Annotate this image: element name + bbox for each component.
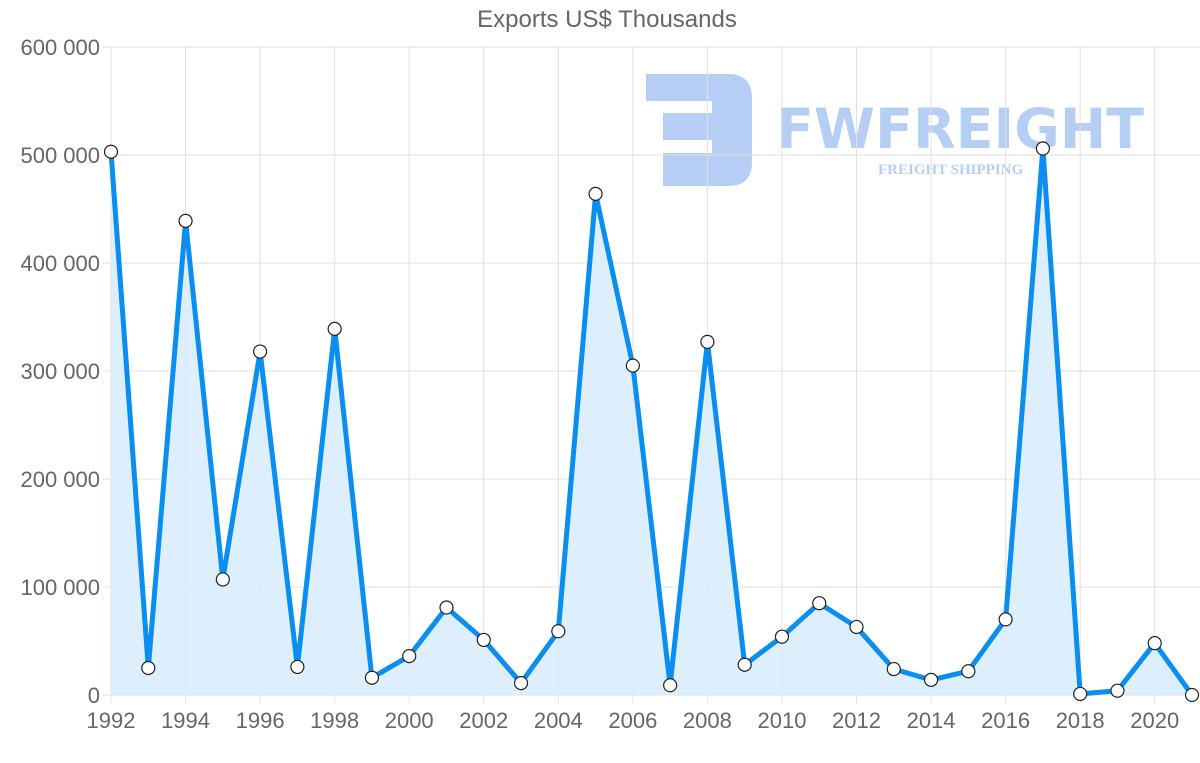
data-point[interactable]	[812, 596, 827, 611]
x-axis: 1992 1994 1996 1998 2000 2002 2004 2006 2008 2010…	[87, 708, 1180, 733]
y-tick-label: 500 000	[20, 143, 100, 168]
chart-title: Exports US$ Thousands	[477, 6, 737, 33]
data-point[interactable]	[439, 600, 454, 615]
y-tick-label: 300 000	[20, 359, 100, 384]
y-tick-label: 100 000	[20, 575, 100, 600]
x-tick-label: 1998	[310, 708, 359, 733]
data-point[interactable]	[364, 670, 380, 685]
data-point[interactable]	[327, 321, 342, 336]
data-point[interactable]	[513, 676, 529, 691]
data-point[interactable]	[961, 664, 976, 679]
x-tick-label: 2018	[1056, 708, 1105, 733]
watermark-tagline: FREIGHT SHIPPING	[878, 162, 1023, 178]
watermark-brand: FWFREIGHT	[776, 97, 1144, 161]
logo-mark-icon	[646, 74, 752, 186]
data-point[interactable]	[588, 186, 603, 201]
data-points	[103, 141, 1200, 703]
x-tick-label: 2014	[907, 708, 956, 733]
x-tick-label: 1992	[87, 708, 136, 733]
x-tick-label: 2008	[683, 708, 732, 733]
x-tick-label: 2002	[459, 708, 508, 733]
data-point[interactable]	[1035, 141, 1050, 156]
data-point[interactable]	[476, 632, 491, 648]
y-tick-label: 600 000	[20, 35, 100, 60]
x-tick-label: 1994	[161, 708, 210, 733]
data-point[interactable]	[663, 678, 678, 693]
data-point[interactable]	[625, 358, 640, 373]
y-tick-label: 400 000	[20, 251, 100, 276]
data-point[interactable]	[998, 612, 1013, 627]
x-tick-label: 2004	[534, 708, 583, 733]
x-tick-label: 2012	[832, 708, 881, 733]
x-tick-label: 1996	[236, 708, 285, 733]
data-point[interactable]	[253, 344, 268, 359]
y-tick-label: 200 000	[20, 467, 100, 492]
data-point[interactable]	[923, 672, 939, 687]
x-tick-label: 2006	[608, 708, 657, 733]
data-point[interactable]	[849, 619, 864, 635]
x-tick-label: 2000	[385, 708, 434, 733]
data-point[interactable]	[215, 572, 230, 587]
data-point[interactable]	[1147, 636, 1162, 651]
data-point[interactable]	[290, 659, 305, 675]
series-line	[108, 146, 1195, 697]
data-point[interactable]	[774, 629, 790, 644]
data-point[interactable]	[551, 624, 566, 639]
x-tick-label: 2010	[757, 708, 806, 733]
data-point[interactable]	[141, 660, 156, 676]
series-area-fill	[111, 148, 1192, 695]
data-point[interactable]	[1184, 687, 1200, 703]
y-tick-label: 0	[88, 683, 100, 708]
data-point[interactable]	[886, 661, 901, 677]
data-point[interactable]	[178, 213, 193, 228]
data-point[interactable]	[103, 144, 119, 159]
data-point[interactable]	[1110, 683, 1125, 698]
fwfreight-watermark-logo: FWFREIGHT FREIGHT SHIPPING	[646, 74, 1144, 186]
data-point[interactable]	[737, 657, 752, 672]
data-point[interactable]	[1073, 686, 1088, 702]
x-tick-label: 2016	[981, 708, 1030, 733]
y-axis: 0 100 000 200 000 300 000 400 000 500 000 600 …	[20, 35, 100, 708]
x-tick-label: 2020	[1130, 708, 1179, 733]
data-point[interactable]	[402, 649, 417, 664]
data-point[interactable]	[700, 334, 715, 349]
